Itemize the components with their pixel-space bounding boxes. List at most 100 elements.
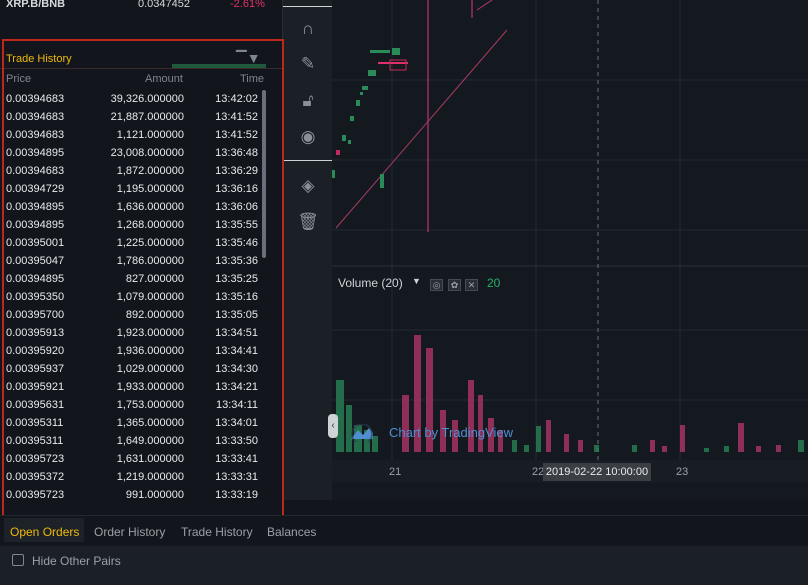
volume-value: 20	[487, 276, 501, 290]
trade-amount: 1,786.000000	[116, 255, 184, 267]
trade-price: 0.00395311	[6, 417, 64, 429]
market-ticker-row[interactable]: XRP.B/BNB 0.0347452 -2.61%	[0, 0, 282, 14]
close-icon[interactable]: ✕	[465, 279, 478, 291]
volume-bar	[680, 425, 685, 452]
col-time: Time	[240, 73, 265, 85]
chevron-down-icon[interactable]: ▼	[412, 276, 421, 286]
table-row[interactable]: 0.00394683 1,872.000000 13:36:29	[0, 163, 282, 181]
trade-price: 0.00394683	[6, 129, 65, 141]
table-row[interactable]: 0.00395631 1,753.000000 13:34:11	[0, 397, 282, 415]
table-row[interactable]: 0.00394895 23,008.000000 13:36:48	[0, 145, 282, 163]
trade-price: 0.00395723	[6, 453, 65, 465]
trade-time: 13:41:52	[215, 111, 258, 123]
tab-balances[interactable]: Balances	[267, 525, 317, 539]
hide-other-pairs-checkbox[interactable]	[12, 554, 24, 566]
trade-amount: 1,923.000000	[116, 327, 184, 339]
layers-icon[interactable]: ◈	[301, 176, 315, 195]
volume-bar	[336, 380, 344, 452]
table-row[interactable]: 0.00395311 1,365.000000 13:34:01	[0, 415, 282, 433]
trade-history-title: Trade History	[6, 53, 72, 65]
hide-other-pairs-label[interactable]: Hide Other Pairs	[32, 554, 121, 568]
market-panel: XRP.B/BNB 0.0347452 -2.61% Trade History…	[0, 0, 282, 515]
table-row[interactable]: 0.00395350 1,079.000000 13:35:16	[0, 289, 282, 307]
trade-price: 0.00394683	[6, 93, 65, 105]
gear-icon[interactable]: ✿	[448, 279, 461, 291]
trade-time: 13:35:46	[215, 237, 258, 249]
volume-bar	[756, 446, 761, 452]
divider	[0, 68, 282, 69]
trade-amount: 1,649.000000	[116, 435, 184, 447]
table-row[interactable]: 0.00394683 1,121.000000 13:41:52	[0, 127, 282, 145]
trade-time: 13:42:02	[215, 93, 258, 105]
table-row[interactable]: 0.00394683 39,326.000000 13:42:02	[0, 91, 282, 109]
table-row[interactable]: 0.00394895 1,636.000000 13:36:06	[0, 199, 282, 217]
volume-bar	[650, 440, 655, 452]
table-row[interactable]: 0.00395047 1,786.000000 13:35:36	[0, 253, 282, 271]
divider	[283, 6, 333, 7]
trade-time: 13:34:11	[215, 399, 258, 411]
table-row[interactable]: 0.00395723 1,631.000000 13:33:41	[0, 451, 282, 469]
trade-time: 13:34:01	[215, 417, 258, 429]
eye-icon[interactable]: ◎	[430, 279, 443, 291]
tradingview-text: Chart by TradingView	[389, 425, 514, 440]
tradingview-logo-icon	[351, 424, 373, 442]
table-row[interactable]: 0.00394683 21,887.000000 13:41:52	[0, 109, 282, 127]
table-row[interactable]: 0.00395921 1,933.000000 13:34:21	[0, 379, 282, 397]
trade-price: 0.00395001	[6, 237, 65, 249]
table-row[interactable]: 0.00395937 1,029.000000 13:34:30	[0, 361, 282, 379]
col-price: Price	[6, 73, 32, 85]
collapse-toolbar-button[interactable]: ‹	[328, 414, 338, 438]
volume-bar	[498, 430, 503, 452]
table-row[interactable]: 0.00394729 1,195.000000 13:36:16	[0, 181, 282, 199]
table-row[interactable]: 0.00395723 991.000000 13:33:19	[0, 487, 282, 505]
x-tick-label: 21	[389, 466, 402, 478]
volume-bar	[346, 405, 352, 452]
volume-bar	[536, 426, 541, 452]
trash-icon[interactable]: 🗑︎	[297, 212, 319, 231]
eye-icon[interactable]: ◉	[300, 127, 316, 146]
volume-bar	[426, 348, 433, 452]
pair-symbol: XRP.B/BNB	[6, 0, 66, 10]
unlock-icon[interactable]: 🔓︎	[302, 91, 314, 110]
trade-time: 13:36:29	[215, 165, 258, 177]
table-row[interactable]: 0.00395311 1,649.000000 13:33:50	[0, 433, 282, 451]
volume-bar	[512, 440, 517, 452]
trade-amount: 1,936.000000	[116, 345, 184, 357]
trade-time: 13:33:41	[215, 453, 258, 465]
trade-amount: 21,887.000000	[110, 111, 184, 123]
volume-bar	[488, 418, 494, 452]
trade-time: 13:36:16	[215, 183, 258, 195]
chevron-down-icon[interactable]: ▔▼	[236, 50, 261, 66]
trade-time: 13:34:21	[215, 381, 258, 393]
table-row[interactable]: 0.00395913 1,923.000000 13:34:51	[0, 325, 282, 343]
trade-history-columns: Price Amount Time	[0, 73, 282, 87]
scrollbar[interactable]	[262, 90, 266, 258]
trade-history-list: 0.00394683 39,326.000000 13:42:02 0.0039468…	[0, 91, 282, 505]
table-row[interactable]: 0.00395700 892.000000 13:35:05	[0, 307, 282, 325]
tab-trade-history[interactable]: Trade History	[181, 525, 253, 539]
trade-price: 0.00395920	[6, 345, 65, 357]
pencil-lock-icon[interactable]: ✎	[300, 54, 316, 73]
table-row[interactable]: 0.00395920 1,936.000000 13:34:41	[0, 343, 282, 361]
pair-price: 0.0347452	[138, 0, 190, 10]
active-tab-background	[4, 518, 84, 542]
divider	[283, 160, 333, 161]
table-row[interactable]: 0.00394895 827.000000 13:35:25	[0, 271, 282, 289]
trade-price: 0.00395372	[6, 471, 65, 483]
trade-amount: 1,933.000000	[116, 381, 184, 393]
table-row[interactable]: 0.00394895 1,268.000000 13:35:55	[0, 217, 282, 235]
trade-price: 0.00394895	[6, 273, 65, 285]
volume-bar	[452, 420, 458, 452]
tab-order-history[interactable]: Order History	[94, 525, 166, 539]
trade-price: 0.00395047	[6, 255, 65, 267]
magnet-icon[interactable]: ∩	[301, 19, 315, 38]
tab-open-orders[interactable]: Open Orders	[10, 525, 80, 539]
volume-bar	[372, 436, 378, 452]
volume-bar	[594, 445, 599, 452]
price-chart[interactable]	[332, 0, 808, 500]
trade-price: 0.00394683	[6, 165, 65, 177]
volume-label[interactable]: Volume (20)	[338, 276, 403, 290]
table-row[interactable]: 0.00395001 1,225.000000 13:35:46	[0, 235, 282, 253]
table-row[interactable]: 0.00395372 1,219.000000 13:33:31	[0, 469, 282, 487]
col-amount: Amount	[145, 73, 183, 85]
